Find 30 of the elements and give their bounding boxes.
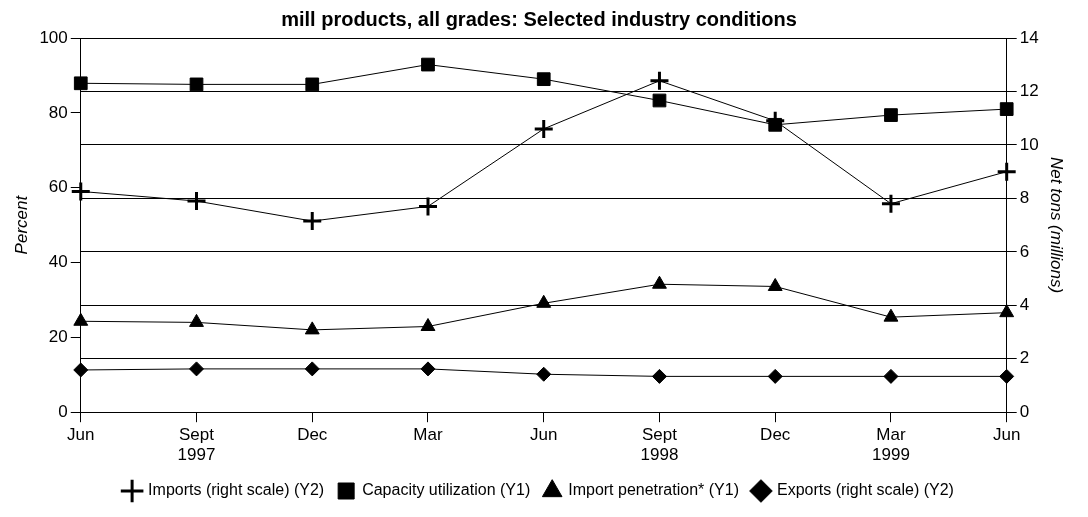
y-tick-label: 20 — [48, 327, 68, 347]
legend-label: Exports (right scale) (Y2) — [776, 481, 954, 499]
y-tick-label: 60 — [48, 177, 68, 197]
x-tick-label: Sept 1998 — [640, 425, 679, 465]
y-tick-label: 0 — [58, 401, 68, 421]
y-tick-label: 40 — [48, 252, 68, 272]
legend-label: Capacity utilization (Y1) — [362, 481, 531, 499]
x-tick-label: Mar 1999 — [872, 425, 910, 465]
y2-tick-label: 2 — [1019, 348, 1030, 368]
x-tick-label: Jun — [992, 425, 1021, 445]
y-tick-label: 100 — [39, 27, 68, 47]
y2-tick-label: 12 — [1019, 81, 1039, 101]
y2-tick-label: 10 — [1019, 134, 1039, 154]
y2-tick-label: 14 — [1019, 27, 1039, 47]
y2-tick-label: 8 — [1019, 188, 1030, 208]
y2-tick-label: 4 — [1019, 294, 1030, 314]
x-tick-label: Dec — [297, 425, 328, 445]
x-tick-label: Sept 1997 — [177, 425, 216, 465]
chart-title: mill products, all grades: Selected industry conditions — [281, 7, 797, 30]
y2-tick-label: 6 — [1019, 241, 1030, 261]
y2-axis-title: Net tons (millions) — [1047, 157, 1067, 294]
x-tick-label: Mar — [413, 425, 443, 445]
x-tick-label: Jun — [67, 425, 95, 445]
y-axis-title: Percent — [11, 194, 31, 255]
legend-label: Imports (right scale) (Y2) — [148, 481, 325, 499]
y2-tick-label: 0 — [1019, 401, 1030, 421]
y-tick-label: 80 — [48, 102, 68, 122]
x-tick-label: Jun — [530, 425, 558, 445]
x-tick-label: Dec — [760, 425, 791, 445]
legend-label: Import penetration* (Y1) — [568, 481, 739, 499]
